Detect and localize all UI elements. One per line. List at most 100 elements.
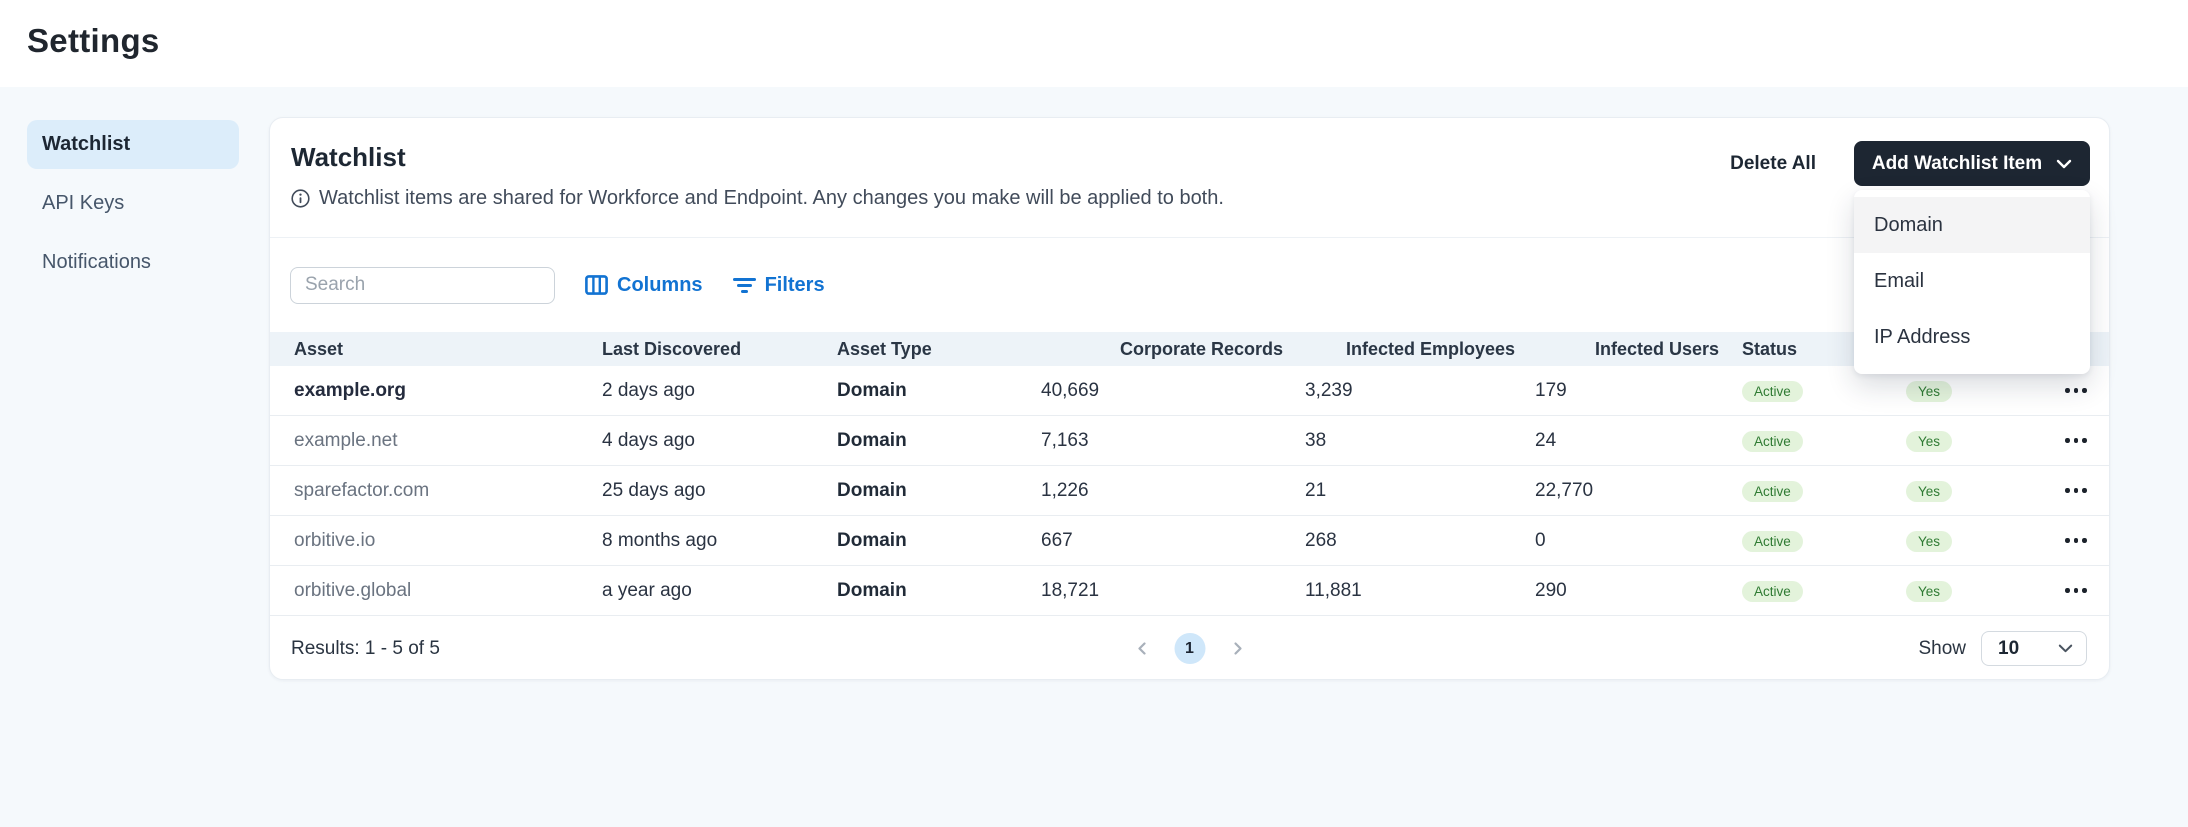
table-toolbar: Columns Filters xyxy=(270,238,2109,332)
cell-infected-users: 24 xyxy=(1535,429,1557,451)
row-actions-button[interactable] xyxy=(2063,582,2089,599)
cell-last-discovered: 4 days ago xyxy=(602,429,695,451)
row-actions-button[interactable] xyxy=(2063,432,2089,449)
topbar: Settings xyxy=(0,0,2188,87)
flag-badge: Yes xyxy=(1906,480,1953,502)
column-header-last-discovered: Last Discovered xyxy=(602,338,742,359)
cell-infected-employees: 268 xyxy=(1305,529,1337,551)
cell-infected-users: 0 xyxy=(1535,529,1546,551)
delete-all-button[interactable]: Delete All xyxy=(1730,146,1816,182)
cell-asset-type: Domain xyxy=(837,479,907,501)
cell-flag: Yes xyxy=(1906,430,2060,452)
cell-status: Active xyxy=(1742,480,1906,502)
cell-actions xyxy=(2060,482,2109,499)
columns-label: Columns xyxy=(617,273,703,296)
table-row[interactable]: example.net 4 days ago Domain 7,163 38 24 Acti… xyxy=(270,416,2109,466)
cell-asset: example.net xyxy=(294,429,398,451)
cell-last-discovered: 8 months ago xyxy=(602,529,718,551)
table-row[interactable]: orbitive.global a year ago Domain 18,721 11,… xyxy=(270,566,2109,616)
column-header-infected-users: Infected Users xyxy=(1595,338,1720,359)
watchlist-table: Asset Last Discovered Asset Type Corporate … xyxy=(270,332,2109,616)
info-note: Watchlist items are shared for Workforce… xyxy=(291,187,1224,210)
prev-page-button[interactable] xyxy=(1131,637,1152,660)
cell-status: Active xyxy=(1742,380,1906,402)
column-header-status: Status xyxy=(1742,338,1798,359)
row-actions-button[interactable] xyxy=(2063,532,2089,549)
results-count: Results: 1 - 5 of 5 xyxy=(291,637,440,659)
cell-corporate-records: 7,163 xyxy=(1041,429,1089,451)
flag-badge: Yes xyxy=(1906,380,1953,402)
cell-asset-type: Domain xyxy=(837,379,907,401)
cell-last-discovered: a year ago xyxy=(602,579,692,601)
chevron-right-icon xyxy=(1233,642,1242,655)
card-header: Watchlist Watchlist items are shared for… xyxy=(270,118,2109,374)
settings-sidebar: Watchlist API Keys Notifications xyxy=(27,120,239,287)
show-label: Show xyxy=(1918,637,1966,659)
table-row[interactable]: example.org 2 days ago Domain 40,669 3,239 17… xyxy=(270,366,2109,416)
filters-label: Filters xyxy=(764,273,825,296)
chevron-left-icon xyxy=(1137,642,1146,655)
cell-asset: orbitive.global xyxy=(294,579,412,601)
cell-asset: orbitive.io xyxy=(294,529,376,551)
sidebar-item-notifications[interactable]: Notifications xyxy=(42,251,151,273)
columns-button[interactable]: Columns xyxy=(585,274,703,297)
column-header-asset: Asset xyxy=(294,338,344,359)
sidebar-item-watchlist[interactable]: Watchlist xyxy=(27,120,239,169)
chevron-down-icon xyxy=(2058,644,2073,653)
status-badge: Active xyxy=(1742,380,1803,402)
page-size-select[interactable]: 10 xyxy=(1981,631,2087,666)
content-area: Watchlist API Keys Notifications Watchlist… xyxy=(0,87,2188,827)
table-header-row: Asset Last Discovered Asset Type Corporate … xyxy=(270,332,2109,366)
status-badge: Active xyxy=(1742,580,1803,602)
card-title: Watchlist xyxy=(291,142,406,172)
filters-icon xyxy=(732,277,756,293)
cell-actions xyxy=(2060,582,2109,599)
cell-infected-users: 22,770 xyxy=(1535,479,1594,501)
cell-flag: Yes xyxy=(1906,480,2060,502)
flag-badge: Yes xyxy=(1906,430,1953,452)
cell-asset: example.org xyxy=(294,379,406,401)
info-icon xyxy=(291,189,310,208)
chevron-down-icon xyxy=(2056,159,2072,168)
table-row[interactable]: sparefactor.com 25 days ago Domain 1,226 21 2… xyxy=(270,466,2109,516)
status-badge: Active xyxy=(1742,480,1803,502)
row-actions-button[interactable] xyxy=(2063,482,2089,499)
cell-asset-type: Domain xyxy=(837,529,907,551)
flag-badge: Yes xyxy=(1906,530,1953,552)
menu-item-email[interactable]: Email xyxy=(1874,270,1925,292)
cell-asset-type: Domain xyxy=(837,579,907,601)
cell-status: Active xyxy=(1742,580,1906,602)
next-page-button[interactable] xyxy=(1227,637,1248,660)
menu-item-ip-address[interactable]: IP Address xyxy=(1874,326,1971,348)
filters-button[interactable]: Filters xyxy=(732,273,825,297)
flag-badge: Yes xyxy=(1906,580,1953,602)
cell-corporate-records: 667 xyxy=(1041,529,1073,551)
cell-infected-users: 290 xyxy=(1535,579,1567,601)
cell-actions xyxy=(2060,382,2109,399)
cell-asset: sparefactor.com xyxy=(294,479,430,501)
pagination: 1 xyxy=(1131,633,1248,664)
cell-actions xyxy=(2060,432,2109,449)
row-actions-button[interactable] xyxy=(2063,382,2089,399)
search-input[interactable] xyxy=(290,266,555,304)
cell-infected-users: 179 xyxy=(1535,379,1567,401)
cell-infected-employees: 11,881 xyxy=(1305,579,1362,601)
add-watchlist-item-button[interactable]: Add Watchlist Item xyxy=(1854,141,2090,186)
page-1-button[interactable]: 1 xyxy=(1174,633,1205,664)
table-footer: Results: 1 - 5 of 5 1 Show 10 xyxy=(270,616,2109,681)
cell-infected-employees: 21 xyxy=(1305,479,1327,501)
cell-infected-employees: 3,239 xyxy=(1305,379,1353,401)
watchlist-card: Watchlist Watchlist items are shared for… xyxy=(269,117,2110,680)
cell-flag: Yes xyxy=(1906,530,2060,552)
page-size-control: Show 10 xyxy=(1918,631,2087,666)
cell-corporate-records: 1,226 xyxy=(1041,479,1089,501)
cell-actions xyxy=(2060,532,2109,549)
cell-status: Active xyxy=(1742,430,1906,452)
table-row[interactable]: orbitive.io 8 months ago Domain 667 268 0 Acti… xyxy=(270,516,2109,566)
cell-asset-type: Domain xyxy=(837,429,907,451)
add-watchlist-item-label: Add Watchlist Item xyxy=(1871,152,2043,174)
menu-item-domain[interactable]: Domain xyxy=(1854,197,2090,253)
cell-flag: Yes xyxy=(1906,380,2060,402)
sidebar-item-api-keys[interactable]: API Keys xyxy=(42,192,125,214)
page-title: Settings xyxy=(27,22,160,59)
